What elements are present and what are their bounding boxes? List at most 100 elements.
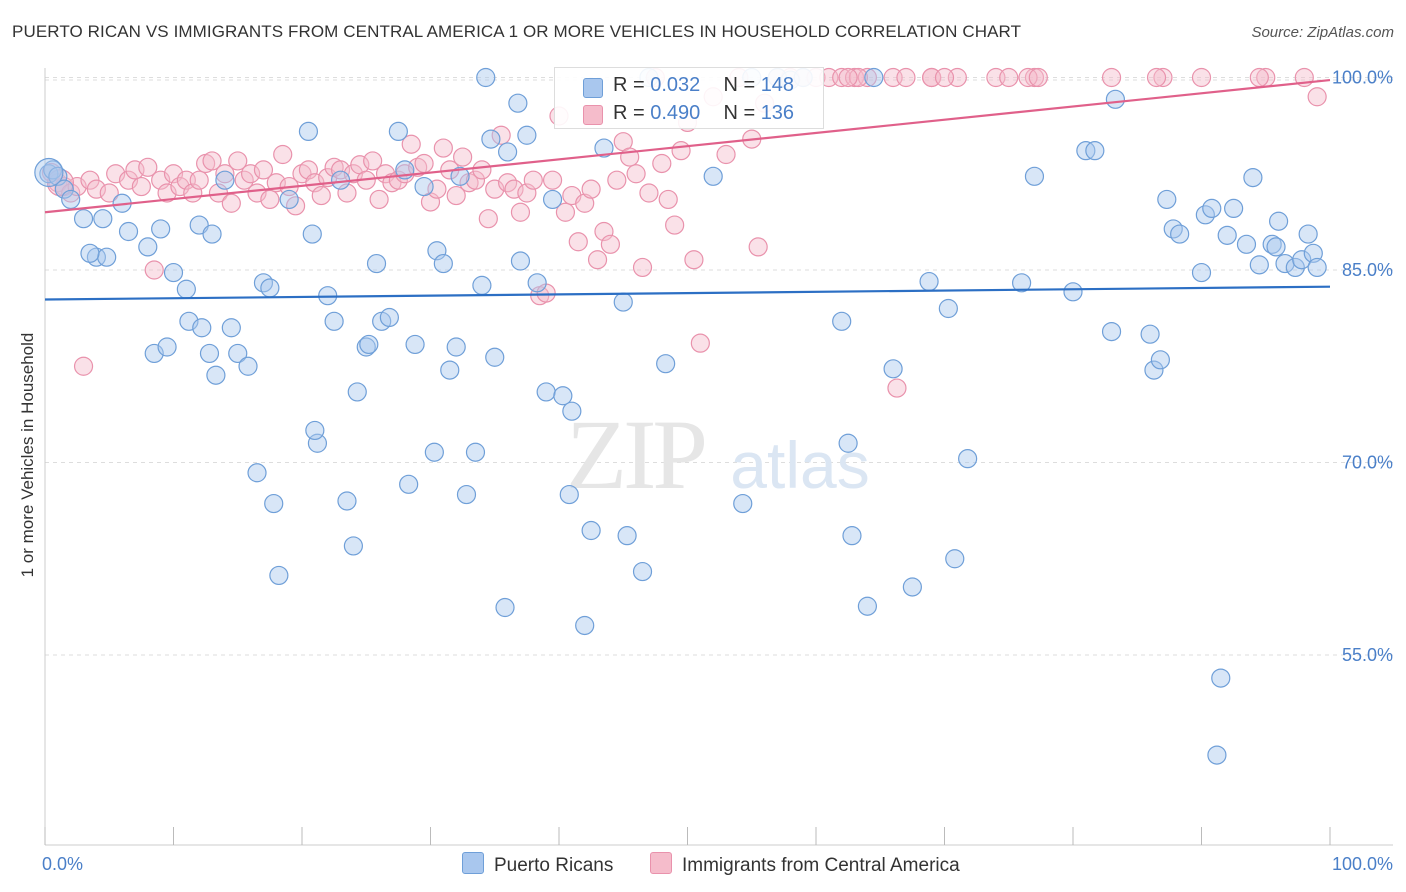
- puerto-rican-point: [1249, 255, 1269, 275]
- puerto-rican-point: [1268, 211, 1289, 231]
- puerto-rican-point: [594, 138, 614, 158]
- puerto-rican-point: [405, 334, 425, 355]
- puerto-rican-point: [450, 166, 470, 186]
- central-america-point: [465, 170, 486, 190]
- pink-points: [41, 67, 1327, 398]
- bottom-legend-pink-label: Immigrants from Central America: [682, 855, 960, 876]
- puerto-rican-point: [883, 359, 903, 379]
- central-america-point: [1146, 67, 1167, 88]
- puerto-rican-point: [43, 160, 63, 180]
- central-america-point: [896, 67, 916, 88]
- puerto-rican-point: [902, 577, 922, 597]
- puerto-rican-point: [1266, 237, 1286, 257]
- puerto-rican-point: [298, 121, 319, 141]
- puerto-rican-point: [1105, 89, 1126, 109]
- puerto-rican-point: [379, 307, 399, 328]
- central-america-point: [86, 179, 107, 199]
- y-axis-label: 1 or more Vehicles in Household: [18, 332, 37, 578]
- central-america-point: [311, 185, 331, 206]
- puerto-rican-point: [1024, 166, 1045, 186]
- puerto-rican-point: [253, 273, 274, 293]
- puerto-rican-point: [838, 433, 858, 453]
- legend-blue-r-value: 0.032: [650, 74, 701, 96]
- central-america-point: [1101, 67, 1122, 88]
- puerto-rican-point: [542, 189, 563, 210]
- central-america-point: [260, 189, 280, 210]
- puerto-rican-point: [1224, 198, 1244, 218]
- puerto-rican-point: [495, 597, 515, 618]
- puerto-rican-point: [206, 365, 226, 385]
- legend-blue-n-label: N =: [723, 74, 756, 96]
- central-america-point: [446, 185, 466, 206]
- central-america-trend-line: [44, 78, 1331, 214]
- legend-blue-n-value: 148: [760, 74, 795, 96]
- puerto-rican-point: [1150, 350, 1170, 370]
- puerto-rican-point: [192, 318, 212, 338]
- puerto-rican-point: [215, 170, 235, 190]
- central-america-point: [887, 378, 907, 398]
- puerto-rican-point: [176, 279, 196, 299]
- puerto-rican-point: [842, 526, 862, 546]
- puerto-rican-point: [613, 292, 633, 312]
- central-america-point: [99, 183, 119, 203]
- puerto-rican-point: [356, 337, 376, 357]
- puerto-rican-point: [433, 253, 453, 274]
- puerto-rican-point: [54, 179, 74, 199]
- puerto-rican-point: [632, 561, 653, 582]
- puerto-rican-point: [485, 347, 505, 367]
- central-america-point: [626, 164, 646, 184]
- central-america-point: [639, 183, 659, 203]
- puerto-rican-point: [1217, 225, 1237, 245]
- puerto-rican-point: [343, 536, 363, 556]
- central-america-point: [684, 250, 704, 270]
- puerto-rican-point: [269, 565, 289, 586]
- puerto-rican-point: [553, 386, 573, 406]
- puerto-rican-point: [1303, 243, 1323, 263]
- legend-pink-swatch: [583, 105, 603, 125]
- puerto-rican-point: [857, 596, 878, 616]
- central-america-point: [575, 193, 595, 213]
- central-america-point: [330, 160, 351, 180]
- puerto-rican-point: [864, 67, 884, 88]
- puerto-rican-point: [476, 67, 496, 88]
- puerto-rican-point: [1170, 224, 1190, 244]
- central-america-point: [568, 232, 588, 252]
- legend-blue-r-label: R =: [613, 74, 645, 96]
- puerto-rican-point: [337, 491, 357, 511]
- central-america-point: [478, 209, 498, 229]
- puerto-rican-point: [1202, 198, 1222, 218]
- puerto-rican-point: [151, 219, 171, 239]
- puerto-rican-point: [138, 237, 158, 257]
- puerto-rican-point: [733, 493, 753, 514]
- y-tick-label: 55.0%: [1342, 645, 1393, 665]
- puerto-rican-point: [118, 221, 139, 242]
- puerto-rican-point: [440, 360, 460, 380]
- puerto-rican-point: [472, 275, 492, 295]
- legend-pink-n-value: 136: [760, 102, 795, 124]
- puerto-rican-point: [1085, 141, 1105, 161]
- puerto-rican-point: [1207, 745, 1227, 765]
- puerto-rican-point: [305, 420, 325, 441]
- puerto-rican-point: [324, 311, 344, 331]
- axes: [44, 68, 1393, 846]
- puerto-rican-point: [1063, 282, 1083, 302]
- central-america-point: [581, 179, 601, 199]
- puerto-rican-point: [221, 318, 241, 338]
- bottom-legend-blue-swatch: [462, 852, 484, 874]
- puerto-rican-point: [510, 251, 531, 271]
- puerto-rican-point: [34, 157, 64, 188]
- legend-pink-r-label: R =: [613, 102, 645, 124]
- central-america-point: [189, 170, 209, 190]
- legend-pink-n-label: N =: [723, 102, 756, 124]
- bottom-legend-pink: Immigrants from Central America: [650, 852, 960, 877]
- puerto-rican-point: [832, 311, 852, 331]
- puerto-rican-point: [527, 273, 547, 293]
- puerto-rican-point: [228, 343, 248, 364]
- puerto-rican-point: [1211, 668, 1231, 688]
- central-america-point: [215, 164, 235, 184]
- puerto-rican-point: [1144, 360, 1164, 380]
- bottom-legend-pink-swatch: [650, 852, 672, 874]
- puerto-rican-point: [73, 209, 94, 229]
- central-america-point: [202, 151, 222, 171]
